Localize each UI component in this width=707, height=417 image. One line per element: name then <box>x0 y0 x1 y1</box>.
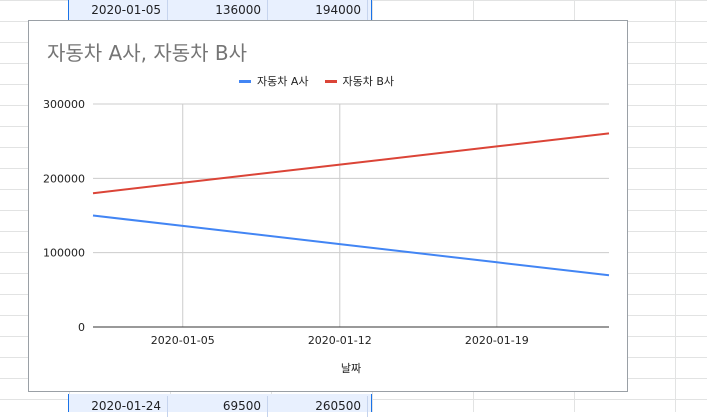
x-tick-label: 2020-01-19 <box>465 334 529 347</box>
series-line-b <box>92 132 610 195</box>
table-row[interactable]: 2020-01-05 136000 194000 <box>68 0 370 22</box>
chart-plot: 0 100000 200000 300000 2020-01-05 2020-01-12 2… <box>43 98 610 375</box>
date-cell[interactable]: 2020-01-24 <box>68 396 168 417</box>
legend-swatch-a <box>239 79 251 83</box>
value-b-cell[interactable]: 194000 <box>268 0 368 21</box>
x-tick-label: 2020-01-12 <box>308 334 372 347</box>
selected-columns-top <box>68 0 372 22</box>
value-a-cell[interactable]: 69500 <box>168 396 268 417</box>
selected-columns-bottom <box>68 394 372 412</box>
legend-item-a: 자동차 A사 <box>239 73 309 89</box>
y-tick-label: 100000 <box>43 247 85 260</box>
chart-legend: 자동차 A사 자동차 B사 <box>239 73 394 89</box>
y-tick-label: 300000 <box>43 98 85 111</box>
legend-label-b: 자동차 B사 <box>342 75 395 88</box>
embedded-chart[interactable]: 자동차 A사, 자동차 B사 자동차 A사 자동차 B사 0 100000 2000… <box>28 20 628 392</box>
value-b-cell[interactable]: 260500 <box>268 396 368 417</box>
x-tick-label: 2020-01-05 <box>151 334 215 347</box>
x-axis-label: 날짜 <box>341 362 361 375</box>
legend-item-b: 자동차 B사 <box>324 73 395 89</box>
y-tick-label: 0 <box>78 321 85 334</box>
series-line-a <box>92 214 610 277</box>
legend-swatch-b <box>324 79 337 83</box>
chart-title: 자동차 A사, 자동차 B사 <box>47 41 248 65</box>
value-a-cell[interactable]: 136000 <box>168 0 268 21</box>
table-row[interactable]: 2020-01-24 69500 260500 <box>68 396 370 417</box>
date-cell[interactable]: 2020-01-05 <box>68 0 168 21</box>
legend-label-a: 자동차 A사 <box>257 75 309 88</box>
y-tick-label: 200000 <box>43 172 85 185</box>
